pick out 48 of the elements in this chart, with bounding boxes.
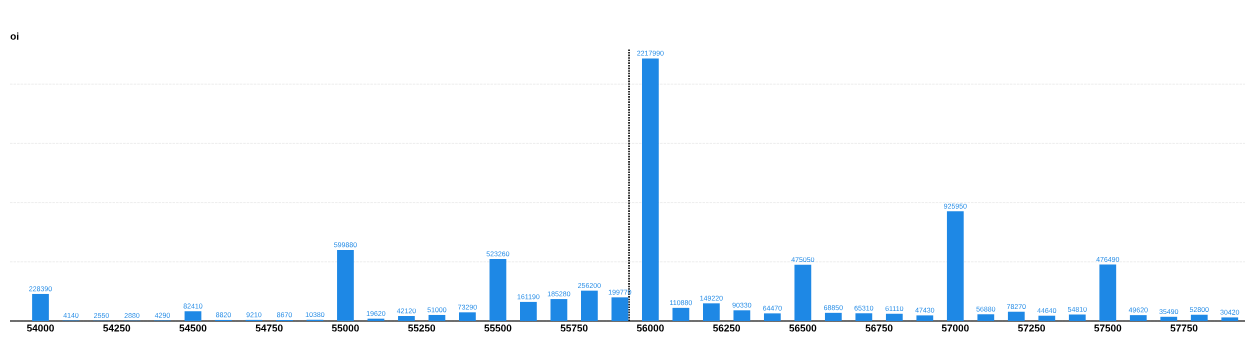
x-tick-label: 55250 (408, 324, 436, 332)
x-tick-label: 56000 (636, 324, 664, 332)
bar (885, 313, 903, 321)
x-tick-label: 57500 (1094, 324, 1122, 332)
bar (489, 259, 507, 321)
bar (702, 303, 720, 321)
x-tick-label: 56250 (713, 324, 741, 332)
x-tick-label: 54500 (179, 324, 207, 332)
bar (672, 307, 690, 321)
x-tick-label: 56500 (789, 324, 817, 332)
bar (337, 249, 354, 321)
bar (763, 313, 781, 321)
bar (1221, 317, 1239, 321)
x-tick-label: 55750 (560, 324, 588, 332)
bar (1007, 311, 1025, 321)
bar (794, 264, 812, 321)
bar (1190, 314, 1208, 321)
x-tick-label: 54750 (255, 324, 283, 332)
bar (733, 310, 751, 321)
bar (855, 313, 873, 321)
bar (550, 299, 568, 321)
bar (1129, 315, 1147, 321)
bar (32, 293, 49, 321)
x-tick-label: 54000 (26, 324, 54, 332)
x-tick-label: 57750 (1170, 324, 1198, 332)
x-tick-label: 57000 (941, 324, 969, 332)
bar (977, 314, 995, 321)
x-tick-label: 56750 (865, 324, 893, 332)
bar (428, 314, 446, 321)
bar (184, 311, 202, 321)
x-tick-label: 54250 (103, 324, 131, 332)
x-tick-label: 55000 (331, 324, 359, 332)
y-axis-title: oi (10, 32, 19, 40)
bar (916, 315, 934, 321)
bar (611, 297, 629, 321)
bar (1038, 315, 1056, 321)
bar (398, 316, 415, 321)
bar (1068, 314, 1086, 321)
bar (1160, 316, 1178, 321)
bar (1099, 264, 1117, 321)
x-tick-label: 55500 (484, 324, 512, 332)
bar (824, 312, 842, 321)
bar (946, 211, 964, 321)
bar (520, 301, 537, 321)
bar (641, 58, 659, 321)
bar (581, 290, 598, 321)
bar (459, 312, 476, 321)
x-tick-label: 57250 (1018, 324, 1045, 332)
